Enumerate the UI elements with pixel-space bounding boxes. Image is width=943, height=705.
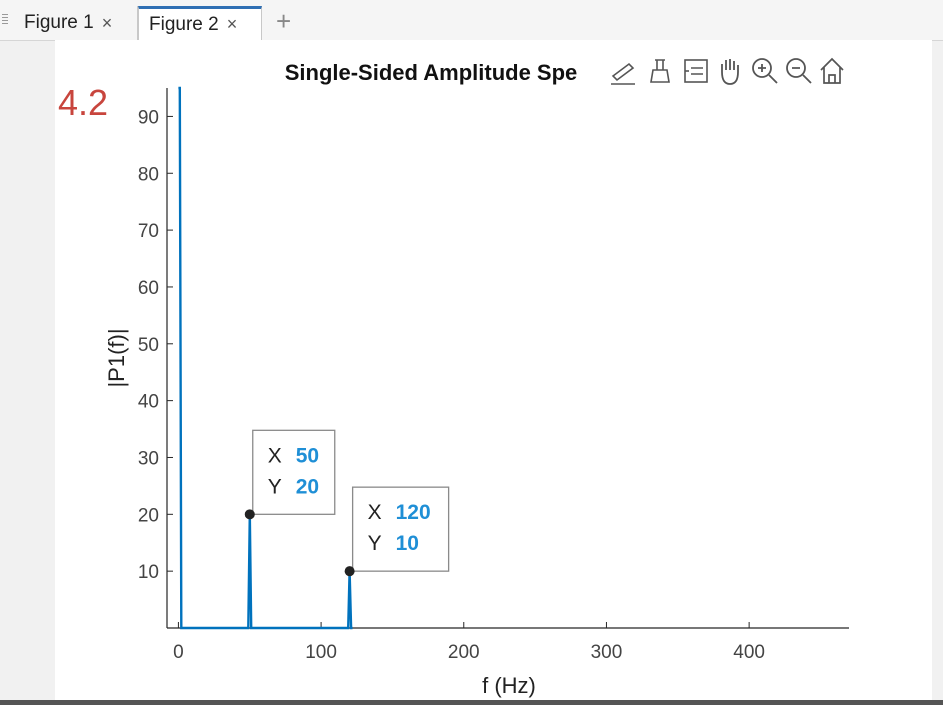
datatip-y-label: Y (368, 532, 382, 555)
tab-figure-2[interactable]: Figure 2 × (138, 6, 262, 40)
drag-grip-icon[interactable] (2, 14, 8, 24)
datatip-y-value: 10 (396, 532, 419, 555)
datatip-box (351, 486, 450, 572)
y-tick-label: 10 (138, 562, 159, 583)
export-icon[interactable] (650, 59, 670, 83)
datatip-marker[interactable] (344, 566, 355, 577)
figure-canvas (55, 40, 932, 700)
close-icon[interactable]: × (101, 12, 113, 33)
annotation-label: 4.2 (58, 82, 108, 123)
spectrum-line (178, 86, 353, 630)
x-tick-label: 300 (591, 642, 623, 663)
data-tips-icon[interactable] (684, 59, 708, 83)
x-tick-label: 400 (733, 642, 765, 663)
y-tick-label: 80 (138, 164, 159, 185)
y-tick-label: 40 (138, 392, 159, 413)
window-border (0, 700, 943, 705)
home-icon[interactable] (820, 57, 844, 84)
chart-title: Single-Sided Amplitude Spe (285, 60, 578, 85)
y-axis: 10 20 30 40 50 60 70 80 90 (138, 88, 173, 628)
datatip-x-value: 50 (296, 444, 319, 467)
y-tick-label: 50 (138, 335, 159, 356)
x-tick-label: 100 (305, 642, 337, 663)
x-tick-label: 200 (448, 642, 480, 663)
figure-tab-bar: Figure 1 × Figure 2 × + (0, 0, 943, 41)
y-tick-label: 70 (138, 221, 159, 242)
x-axis-label: f (Hz) (482, 673, 536, 698)
y-tick-label: 20 (138, 505, 159, 526)
zoom-in-icon[interactable] (752, 58, 778, 84)
edit-plot-icon[interactable] (611, 62, 635, 85)
datatip-y-value: 20 (296, 475, 319, 498)
y-tick-label: 90 (138, 107, 159, 128)
datatip-x-label: X (368, 501, 382, 524)
datatip-marker[interactable] (244, 509, 255, 520)
add-tab-icon[interactable]: + (276, 6, 292, 36)
tab-label: Figure 1 (24, 12, 94, 33)
plot-area (178, 86, 353, 630)
datatip-x-value: 120 (396, 501, 431, 524)
y-tick-label: 60 (138, 278, 159, 299)
zoom-out-icon[interactable] (786, 58, 812, 84)
axes-toolbar (611, 57, 844, 85)
y-axis-label: |P1(f)| (104, 328, 129, 387)
datatip[interactable]: X 50 Y 20 (252, 429, 336, 515)
datatip-x-label: X (268, 444, 282, 467)
close-icon[interactable]: × (226, 14, 238, 34)
tab-figure-1[interactable]: Figure 1 × (14, 6, 138, 40)
datatip-box (252, 429, 336, 515)
y-tick-label: 30 (138, 448, 159, 469)
x-tick-label: 0 (173, 642, 184, 663)
datatip[interactable]: X 120 Y 10 (351, 486, 450, 572)
datatip-y-label: Y (268, 475, 282, 498)
datatips: X 50 Y 20 X 120 Y 10 (244, 429, 450, 577)
pan-icon[interactable] (721, 59, 739, 85)
tab-label: Figure 2 (149, 13, 219, 35)
